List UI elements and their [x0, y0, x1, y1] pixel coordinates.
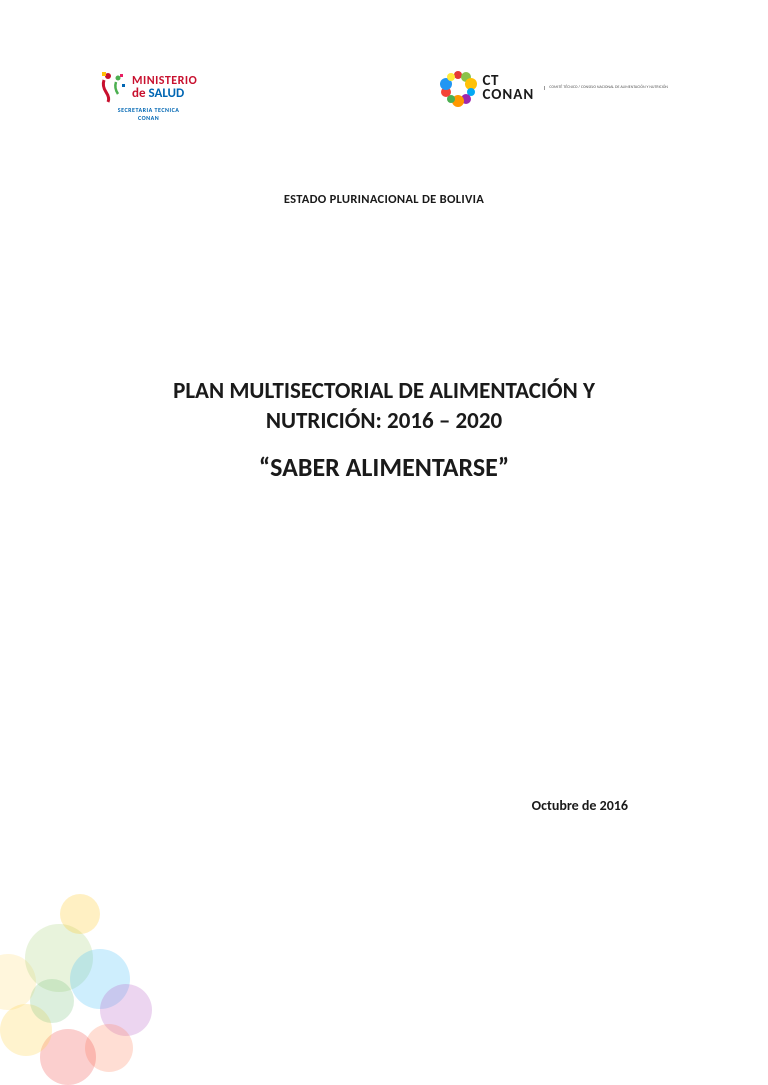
ms-de: de: [132, 86, 148, 101]
decorative-dots: [0, 834, 190, 1054]
date-text: Octubre de 2016: [532, 797, 628, 814]
logo-row: MINISTERIO de SALUD SECRETARIA TECNICA C…: [90, 70, 678, 122]
ms-emblem-icon: [100, 70, 128, 104]
subtitle: “SABER ALIMENTARSE”: [100, 451, 668, 483]
ct-conan-logo: CT CONAN COMITÉ TÉCNICO / CONSEJO NACION…: [440, 70, 668, 106]
title-block: PLAN MULTISECTORIAL DE ALIMENTACIÓN Y NU…: [90, 377, 678, 483]
main-title: PLAN MULTISECTORIAL DE ALIMENTACIÓN Y NU…: [100, 377, 668, 437]
document-page: MINISTERIO de SALUD SECRETARIA TECNICA C…: [0, 0, 768, 1024]
title-line2: NUTRICIÓN: 2016 – 2020: [266, 407, 502, 435]
country-line: ESTADO PLURINACIONAL DE BOLIVIA: [90, 192, 678, 207]
ms-sub2: CONAN: [138, 114, 159, 122]
title-line1: PLAN MULTISECTORIAL DE ALIMENTACIÓN Y: [173, 377, 595, 405]
ct-ring-icon: [440, 70, 476, 106]
ms-sub1: SECRETARIA TECNICA: [118, 106, 180, 114]
ct-line2: CONAN: [482, 88, 534, 102]
ministerio-salud-logo: MINISTERIO de SALUD SECRETARIA TECNICA C…: [100, 70, 197, 122]
ms-line2: de SALUD: [132, 87, 197, 100]
ms-salud: SALUD: [148, 86, 184, 101]
ct-sub: COMITÉ TÉCNICO / CONSEJO NACIONAL DE ALI…: [544, 86, 668, 90]
